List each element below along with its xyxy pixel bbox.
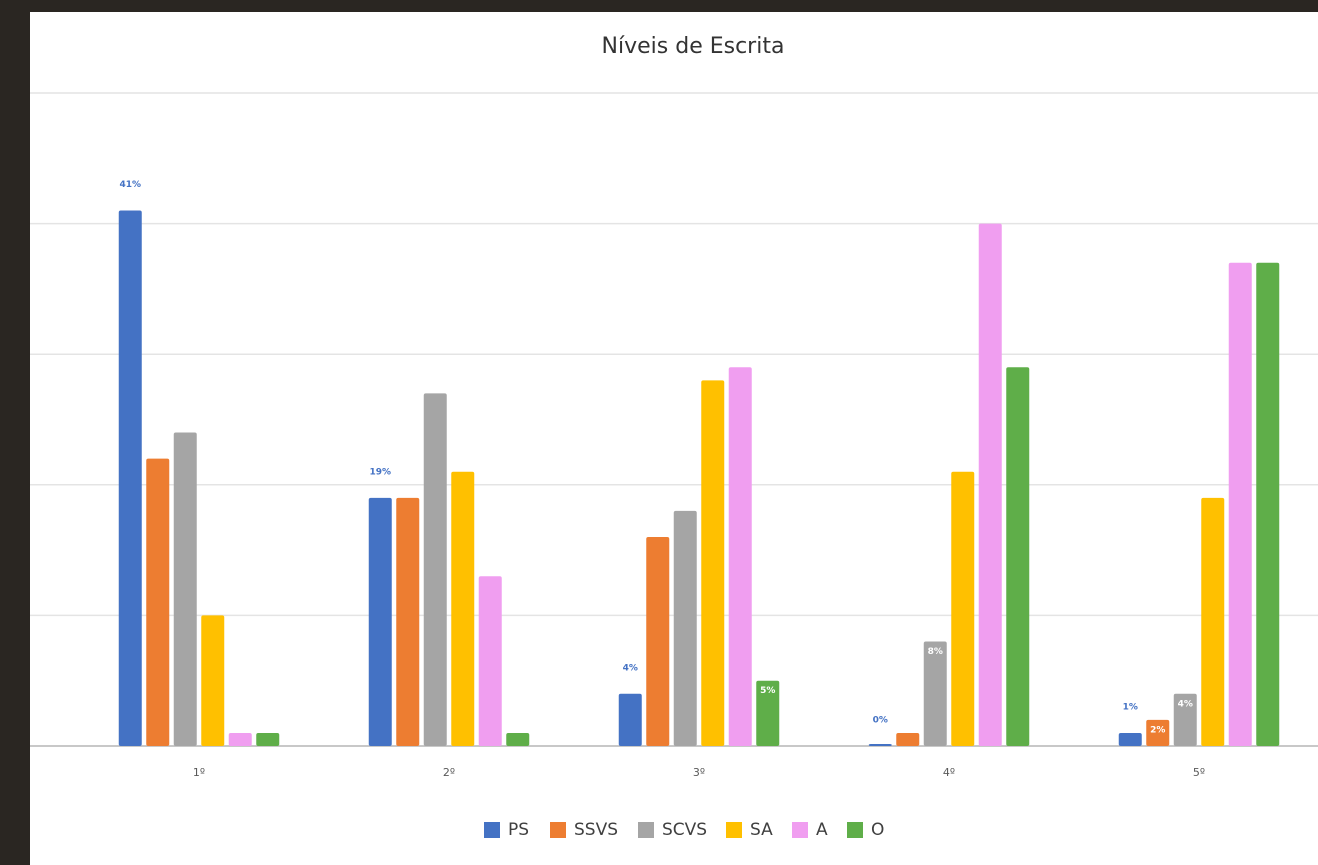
legend-swatch — [550, 822, 566, 838]
bar — [423, 393, 447, 746]
data-label: 4% — [623, 663, 638, 673]
bar — [396, 497, 420, 746]
x-tick-label: 4º — [943, 766, 955, 779]
data-label: 8% — [928, 647, 943, 657]
legend-label: SA — [750, 820, 773, 840]
bar — [1201, 497, 1225, 746]
x-tick-label: 5º — [1193, 766, 1205, 779]
bar — [868, 744, 892, 746]
data-label: 0% — [873, 716, 888, 726]
legend-swatch — [847, 822, 863, 838]
data-label: 2% — [1150, 725, 1165, 735]
bar — [618, 693, 642, 746]
legend-label: SCVS — [662, 820, 707, 840]
bar — [506, 732, 530, 746]
bar — [1118, 732, 1142, 746]
x-tick-label: 3º — [693, 766, 705, 779]
bar — [646, 537, 670, 746]
bar — [451, 471, 475, 746]
legend-label: SSVS — [574, 820, 618, 840]
bar — [951, 471, 975, 746]
legend-label: A — [816, 820, 828, 840]
bar — [728, 367, 752, 746]
x-tick-label: 2º — [443, 766, 455, 779]
x-tick-label: 1º — [193, 766, 205, 779]
bar — [368, 497, 392, 746]
data-label: 1% — [1123, 702, 1138, 712]
bar — [173, 432, 197, 746]
data-label: 41% — [119, 180, 141, 190]
legend-swatch — [638, 822, 654, 838]
bar — [978, 223, 1002, 747]
legend-swatch — [484, 822, 500, 838]
bar — [701, 380, 725, 746]
bar — [1256, 262, 1280, 746]
bar — [923, 641, 947, 746]
bar — [1006, 367, 1030, 746]
bar — [146, 458, 170, 746]
bar — [201, 615, 225, 746]
legend-swatch — [792, 822, 808, 838]
chart-title: Níveis de Escrita — [602, 34, 785, 59]
bar — [256, 732, 280, 746]
bar — [228, 732, 252, 746]
data-label: 5% — [760, 686, 775, 696]
bar — [896, 732, 920, 746]
bar — [1228, 262, 1252, 746]
bar — [1146, 719, 1170, 746]
legend-label: PS — [508, 820, 529, 840]
bar — [118, 210, 142, 747]
legend-label: O — [871, 820, 884, 840]
data-label: 19% — [369, 467, 391, 477]
bar — [478, 576, 502, 746]
bar — [756, 680, 780, 746]
bar — [673, 510, 697, 746]
bar — [1173, 693, 1197, 746]
legend-swatch — [726, 822, 742, 838]
data-label: 4% — [1178, 699, 1193, 709]
